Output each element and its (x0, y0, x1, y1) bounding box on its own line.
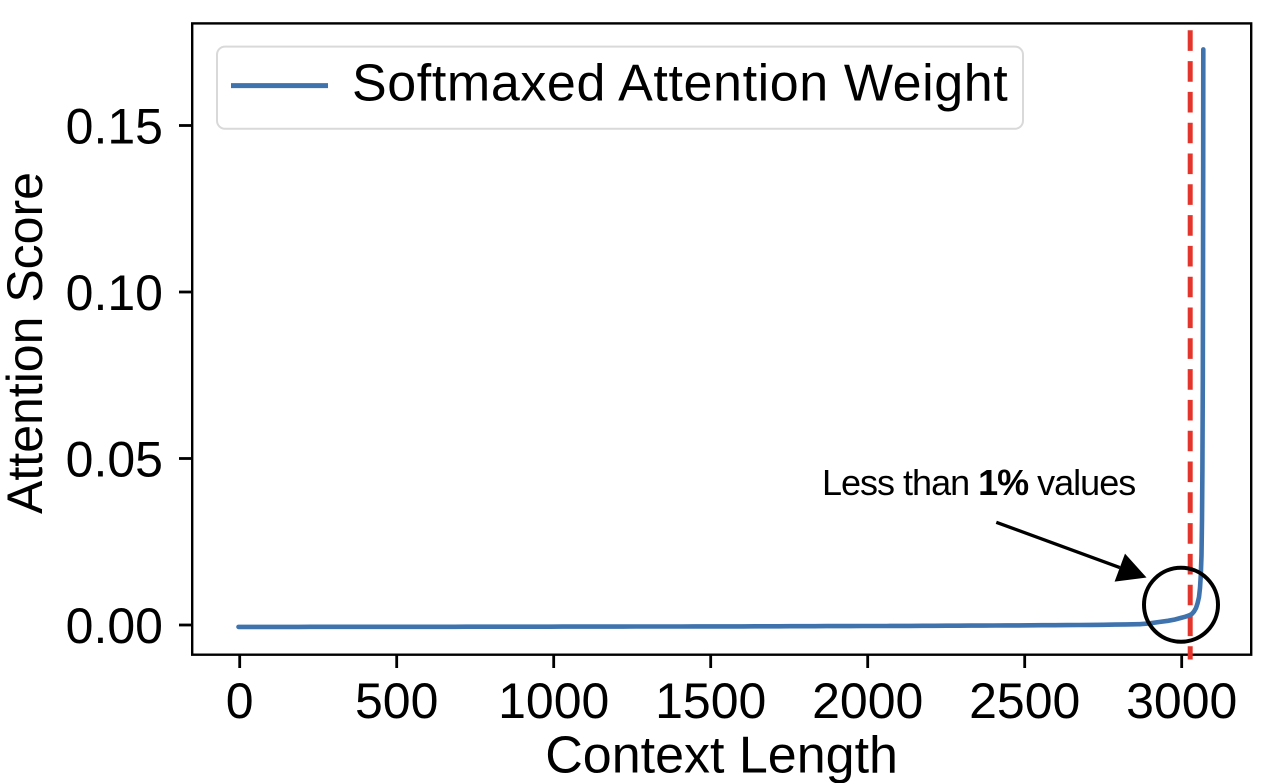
svg-text:0.15: 0.15 (66, 98, 163, 154)
svg-text:Context Length: Context Length (545, 727, 898, 783)
svg-text:1000: 1000 (498, 673, 609, 729)
svg-text:0.00: 0.00 (66, 598, 163, 654)
svg-text:0.10: 0.10 (66, 265, 163, 321)
svg-text:2500: 2500 (969, 673, 1080, 729)
svg-text:500: 500 (355, 673, 438, 729)
svg-text:0.05: 0.05 (66, 431, 163, 487)
svg-text:1500: 1500 (655, 673, 766, 729)
svg-text:3000: 3000 (1126, 673, 1237, 729)
svg-text:0: 0 (226, 673, 254, 729)
svg-text:2000: 2000 (812, 673, 923, 729)
svg-text:Attention Score: Attention Score (0, 172, 53, 514)
svg-text:Softmaxed Attention Weight: Softmaxed Attention Weight (352, 55, 1008, 113)
svg-text:Less than 1% values: Less than 1% values (822, 462, 1135, 503)
